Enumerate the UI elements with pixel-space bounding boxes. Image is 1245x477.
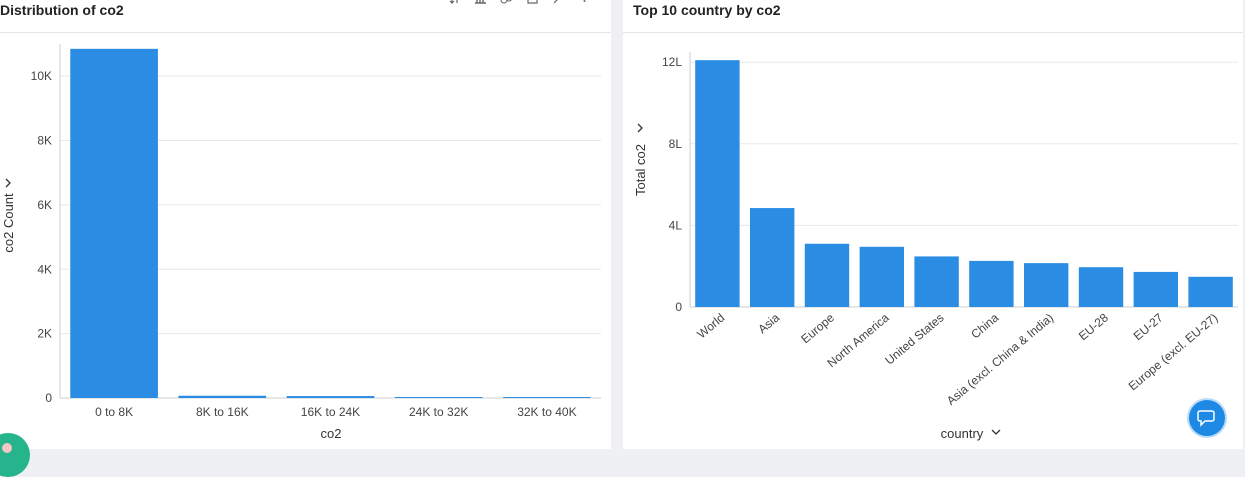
x-axis-title: co2	[321, 426, 342, 441]
bar[interactable]	[286, 396, 375, 398]
y-tick-labels: 0 4L 8L 12L	[662, 55, 682, 314]
x-tick-label: United States	[882, 311, 946, 368]
top-country-panel-header: Top 10 country by co2	[623, 0, 1243, 33]
bar[interactable]	[750, 208, 795, 307]
top-country-panel: Top 10 country by co2 0 4L 8L 12L World Asia…	[623, 0, 1243, 449]
chevron-down-icon[interactable]	[5, 178, 11, 188]
chevron-down-icon[interactable]	[991, 429, 1001, 435]
distribution-chart-title: Distribution of co2	[0, 2, 124, 18]
y-axis-title: Total co2	[633, 144, 648, 196]
y-tick-label: 4K	[37, 262, 52, 276]
more-icon[interactable]	[578, 0, 591, 4]
bar[interactable]	[1078, 267, 1124, 307]
y-tick-label: 8K	[37, 134, 52, 148]
x-tick-label: 32K to 40K	[517, 405, 576, 419]
y-axis-title-group[interactable]: co2 Count	[1, 178, 16, 253]
sort-icon[interactable]	[448, 0, 461, 4]
x-axis-title-group[interactable]: country	[941, 426, 1001, 441]
bar[interactable]	[1024, 263, 1069, 307]
chat-button[interactable]	[1187, 398, 1227, 438]
bar[interactable]	[1133, 271, 1178, 307]
x-tick-label: Europe	[798, 310, 837, 346]
x-tick-label: 8K to 16K	[196, 405, 249, 419]
bar[interactable]	[914, 256, 959, 307]
distribution-panel: Distribution of co2 0 2K 4K 6K 8K 10K 0 to 8K…	[0, 0, 611, 449]
bars	[695, 60, 1233, 307]
bar[interactable]	[695, 60, 740, 307]
y-tick-label: 6K	[37, 198, 52, 212]
bar[interactable]	[70, 48, 158, 399]
bar-chart-icon[interactable]	[474, 0, 487, 4]
chat-icon	[1197, 410, 1215, 427]
bar[interactable]	[503, 397, 591, 398]
distribution-bar-chart: 0 2K 4K 6K 8K 10K 0 to 8K 8K to 16K 16K to 24K 2…	[1, 44, 601, 441]
x-tick-label: Europe (excl. EU-27)	[1126, 311, 1221, 394]
x-tick-label: 16K to 24K	[301, 405, 360, 419]
x-axis-title: country	[941, 426, 984, 441]
y-tick-label: 10K	[31, 69, 52, 83]
x-tick-label: 0 to 8K	[95, 405, 133, 419]
bar[interactable]	[394, 397, 483, 398]
y-tick-label: 4L	[669, 218, 683, 232]
top-country-chart-title: Top 10 country by co2	[633, 2, 781, 18]
y-tick-label: 8L	[669, 137, 683, 151]
x-tick-label: EU-27	[1131, 310, 1166, 343]
export-icon[interactable]	[526, 0, 539, 4]
expand-icon[interactable]	[552, 0, 565, 4]
x-tick-label: China	[968, 310, 1001, 341]
y-tick-labels: 0 2K 4K 6K 8K 10K	[31, 69, 53, 405]
x-tick-label: EU-28	[1076, 310, 1111, 343]
y-tick-label: 0	[45, 391, 52, 405]
link-icon[interactable]	[500, 0, 513, 4]
y-tick-label: 0	[675, 300, 682, 314]
chart-toolbar	[448, 0, 591, 4]
bar[interactable]	[804, 243, 850, 307]
y-axis-title-group[interactable]: Total co2	[633, 123, 648, 196]
y-tick-label: 2K	[37, 327, 52, 341]
bar[interactable]	[178, 395, 267, 398]
x-tick-label: Asia (excl. China & India)	[944, 311, 1056, 408]
y-tick-label: 12L	[662, 55, 682, 69]
x-tick-label: World	[694, 311, 727, 342]
bar[interactable]	[1188, 276, 1233, 307]
chevron-down-icon[interactable]	[637, 123, 643, 133]
distribution-panel-header: Distribution of co2	[0, 0, 611, 33]
x-tick-label: Asia	[755, 310, 782, 336]
bar[interactable]	[969, 260, 1014, 307]
x-tick-labels: 0 to 8K 8K to 16K 16K to 24K 24K to 32K 32K …	[95, 405, 577, 419]
bar[interactable]	[859, 246, 904, 307]
bars	[70, 48, 591, 399]
x-tick-label: 24K to 32K	[409, 405, 468, 419]
y-axis-title: co2 Count	[1, 193, 16, 253]
